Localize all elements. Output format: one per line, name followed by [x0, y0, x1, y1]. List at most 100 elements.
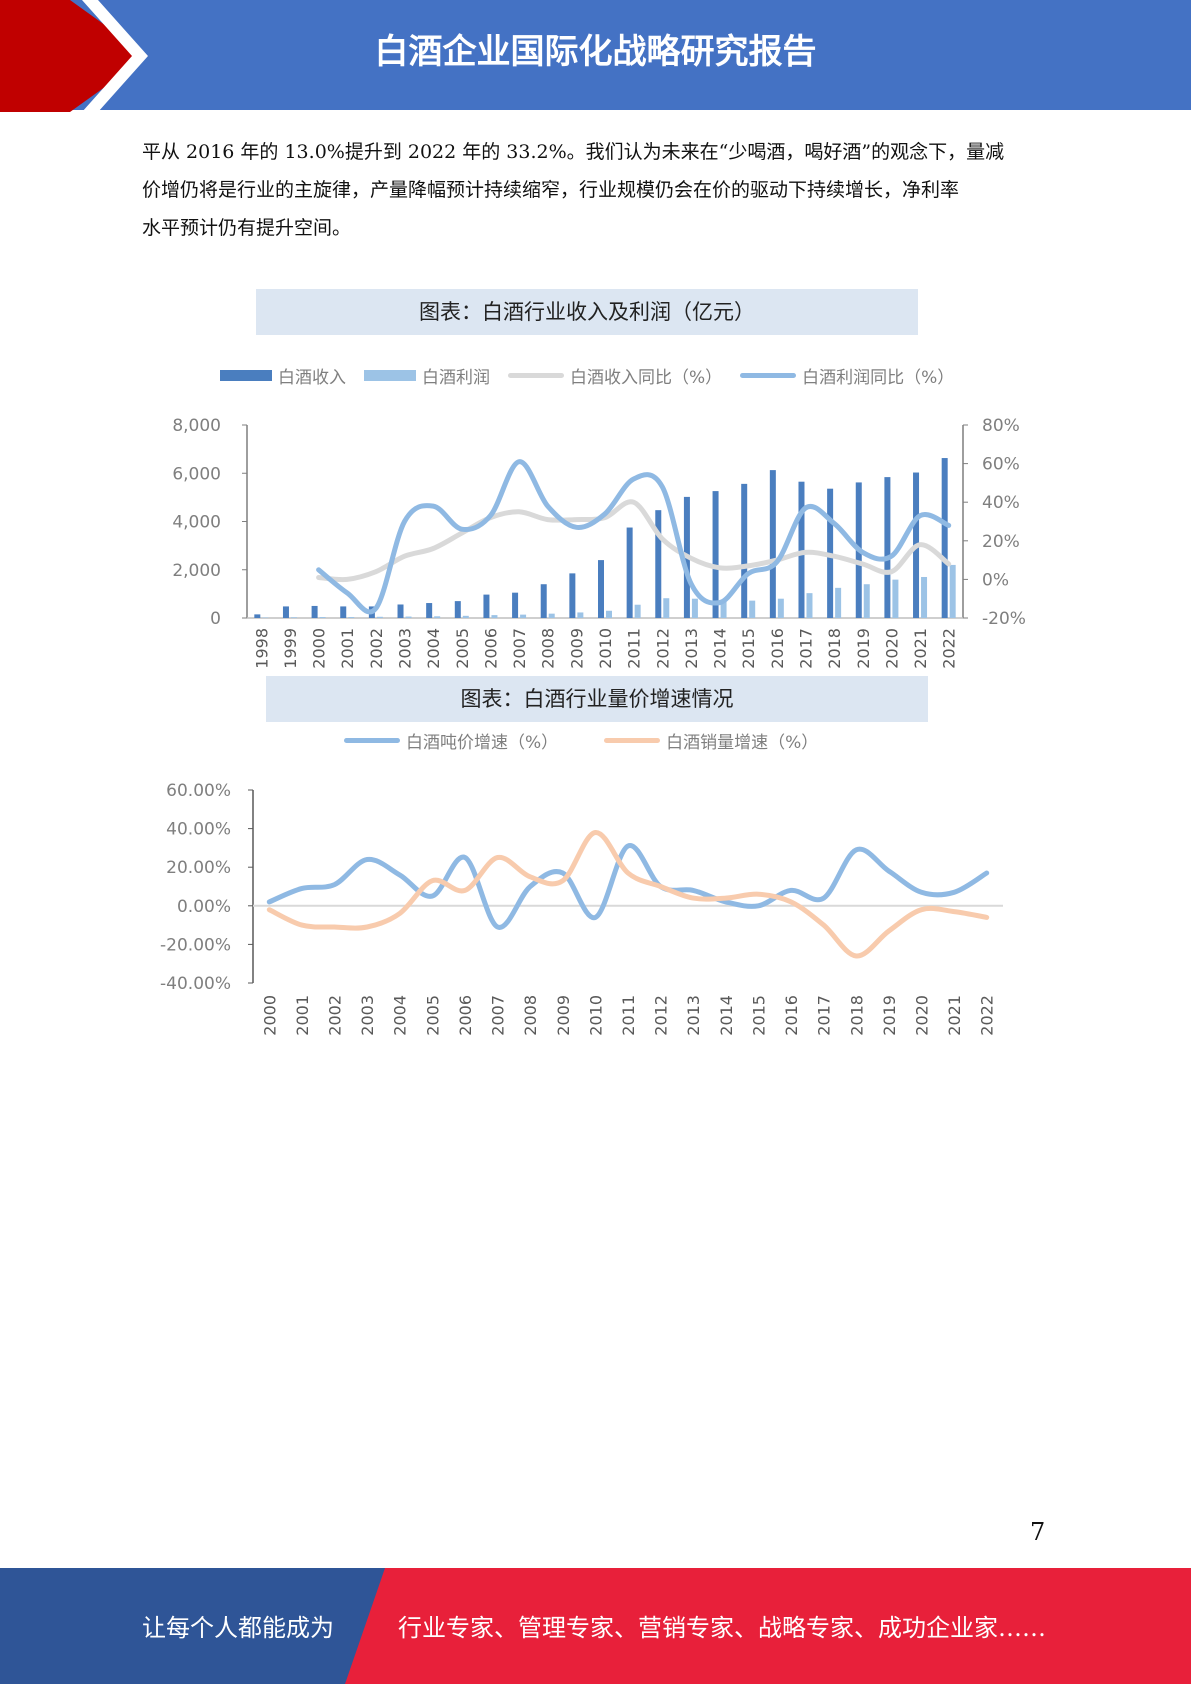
- x-tick-label: 2014: [717, 995, 736, 1036]
- price-volume-growth-chart: -40.00% -20.00% 0.00% 20.00% 40.00% 60.00% 200…: [160, 781, 1003, 1036]
- x-tick-label: 2017: [815, 995, 834, 1036]
- x-tick-label: 2002: [326, 995, 345, 1036]
- bar-profit: [835, 587, 842, 618]
- x-tick-label: 2007: [510, 628, 529, 669]
- left-tick-label: 6,000: [172, 464, 221, 484]
- bar-profit: [777, 598, 784, 618]
- right-tick-label: 20%: [982, 532, 1020, 552]
- chart2-title: 图表：白酒行业量价增速情况: [266, 676, 928, 722]
- bar-revenue: [254, 614, 261, 618]
- x-tick-label: 2012: [652, 995, 671, 1036]
- legend-item: 白酒收入: [220, 363, 346, 388]
- legend-label: 白酒利润: [422, 368, 490, 388]
- x-tick-label: 2009: [567, 628, 586, 669]
- x-tick-label: 2019: [880, 995, 899, 1036]
- chart2-legend: 白酒吨价增速（%） 白酒销量增速（%）: [344, 728, 836, 753]
- y-tick-label: -40.00%: [160, 974, 231, 994]
- paragraph-line: 平从 2016 年的 13.0%提升到 2022 年的 33.2%。我们认为未来…: [142, 141, 1005, 163]
- bar-profit: [634, 604, 641, 618]
- page-header: 白酒企业国际化战略研究报告: [0, 0, 1191, 112]
- bar-revenue: [569, 573, 576, 618]
- legend-label: 白酒销量增速（%）: [666, 733, 819, 753]
- y-tick-label: 40.00%: [166, 820, 231, 840]
- chart1-title: 图表：白酒行业收入及利润（亿元）: [256, 289, 918, 335]
- bar-profit: [348, 617, 355, 618]
- bar-revenue: [655, 510, 662, 618]
- bar-profit: [520, 614, 527, 618]
- bar-profit: [921, 576, 928, 618]
- x-tick-label: 2022: [978, 995, 997, 1036]
- bar-profit: [548, 613, 555, 618]
- bar-profit: [434, 616, 441, 618]
- bar-revenue: [340, 606, 347, 618]
- x-tick-label: 2005: [453, 628, 472, 669]
- x-tick-label: 1999: [281, 628, 300, 669]
- x-tick-label: 2013: [684, 995, 703, 1036]
- header-chevron-decoration: [0, 0, 148, 112]
- x-tick-label: 2013: [682, 628, 701, 669]
- y-tick-label: 0.00%: [177, 897, 231, 917]
- x-tick-label: 2017: [796, 628, 815, 669]
- x-tick-label: 2020: [912, 995, 931, 1036]
- legend-item: 白酒利润: [364, 363, 490, 388]
- bar-profit: [606, 610, 612, 618]
- legend-label: 白酒收入: [278, 368, 346, 388]
- bar-profit: [720, 601, 727, 618]
- series-line-price-growth: [266, 843, 990, 930]
- bar-revenue: [626, 527, 633, 618]
- legend-item: 白酒销量增速（%）: [604, 728, 818, 753]
- chart1-legend: 白酒收入 白酒利润 白酒收入同比（%） 白酒利润同比（%）: [220, 363, 972, 388]
- x-tick-label: 2004: [424, 628, 443, 669]
- bar-revenue: [598, 560, 604, 618]
- series-line-volume-growth: [266, 830, 990, 959]
- x-tick-label: 2000: [260, 995, 279, 1036]
- paragraph-line: 水平预计仍有提升空间。: [142, 217, 352, 239]
- x-tick-label: 2016: [768, 628, 787, 669]
- legend-swatch: [364, 370, 416, 381]
- bar-profit: [491, 615, 498, 618]
- x-tick-label: 2014: [711, 628, 730, 669]
- x-tick-label: 2018: [847, 995, 866, 1036]
- right-tick-label: 60%: [982, 455, 1020, 475]
- x-tick-label: 2004: [391, 995, 410, 1036]
- legend-item: 白酒收入同比（%）: [508, 363, 722, 388]
- x-tick-label: 2015: [749, 995, 768, 1036]
- x-tick-label: 2009: [554, 995, 573, 1036]
- bar-profit: [577, 612, 584, 618]
- body-paragraph: 平从 2016 年的 13.0%提升到 2022 年的 33.2%。我们认为未来…: [142, 133, 1052, 247]
- series-line-profit-yoy: [316, 459, 952, 615]
- x-tick-label: 2006: [456, 995, 475, 1036]
- report-title: 白酒企业国际化战略研究报告: [374, 32, 817, 72]
- legend-swatch: [740, 373, 797, 378]
- bar-revenue: [512, 592, 519, 618]
- bar-profit: [663, 598, 670, 618]
- bar-profit: [290, 617, 297, 618]
- bar-revenue: [426, 603, 433, 618]
- x-tick-label: 2006: [481, 628, 500, 669]
- legend-swatch: [508, 373, 564, 378]
- x-tick-label: 2001: [338, 628, 357, 669]
- page-number: 7: [1030, 1518, 1046, 1546]
- x-tick-label: 2018: [825, 628, 844, 669]
- left-tick-label: 4,000: [172, 513, 221, 533]
- paragraph-line: 价增仍将是行业的主旋律，产量降幅预计持续缩窄，行业规模仍会在价的驱动下持续增长，…: [142, 179, 960, 201]
- x-tick-label: 2001: [293, 995, 312, 1036]
- bar-revenue: [884, 477, 891, 618]
- series-line-revenue-yoy: [316, 499, 952, 583]
- x-tick-label: 2016: [782, 995, 801, 1036]
- x-tick-label: 2008: [521, 995, 540, 1036]
- x-tick-label: 2007: [489, 995, 508, 1036]
- x-tick-label: 2010: [596, 628, 615, 669]
- bar-profit: [462, 615, 469, 618]
- bar-revenue: [454, 601, 461, 618]
- bar-profit: [949, 564, 956, 618]
- legend-item: 白酒利润同比（%）: [740, 363, 954, 388]
- bar-profit: [806, 593, 813, 618]
- x-tick-label: 2000: [310, 628, 329, 669]
- legend-label: 白酒收入同比（%）: [570, 368, 723, 388]
- left-tick-label: 8,000: [172, 416, 221, 436]
- x-tick-label: 2003: [358, 995, 377, 1036]
- bar-revenue: [397, 604, 404, 618]
- x-tick-label: 2010: [586, 995, 605, 1036]
- x-tick-label: 2008: [539, 628, 558, 669]
